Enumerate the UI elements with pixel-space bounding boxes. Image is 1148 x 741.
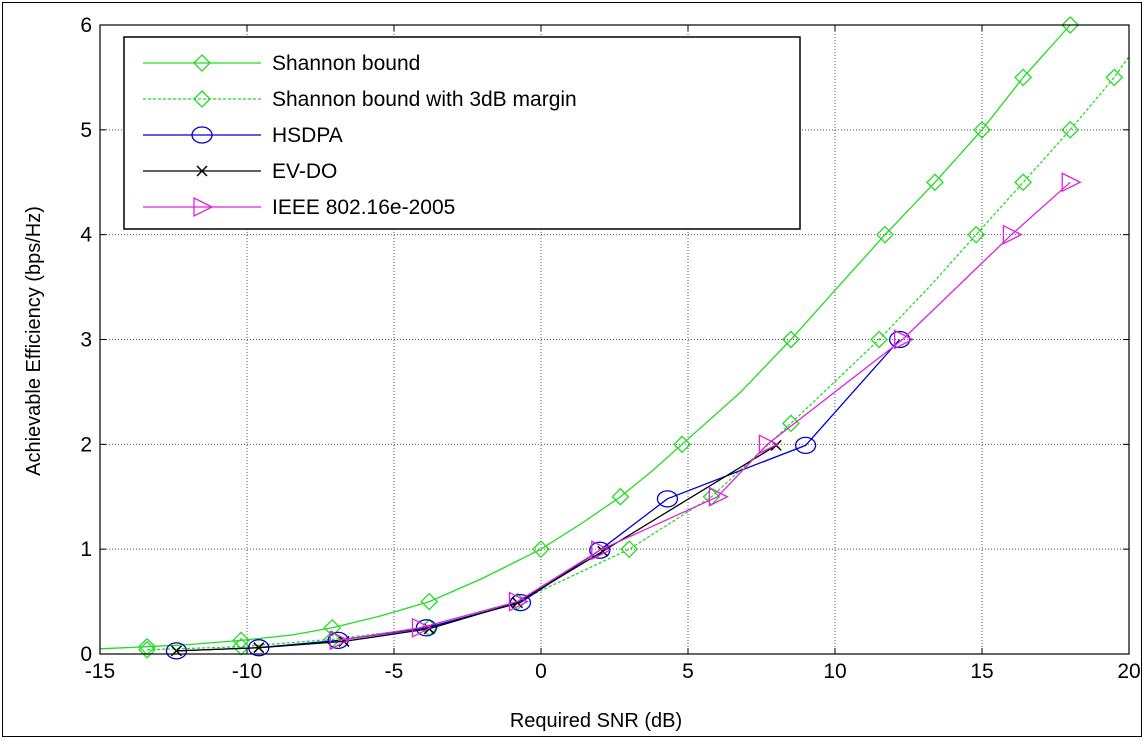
triangle-marker: [591, 540, 612, 561]
diamond-marker: [138, 637, 156, 656]
diamond-marker: [673, 435, 692, 454]
triangle-marker: [411, 617, 432, 638]
legend-entry-3: EV-DO: [143, 160, 337, 183]
y-axis-label: Achievable Efficiency (bps/Hz): [23, 206, 45, 476]
y-tick-label: 1: [80, 538, 92, 561]
legend-label: IEEE 802.16e-2005: [272, 196, 455, 219]
x-tick-label: 0: [535, 660, 547, 683]
circle-marker: [191, 126, 213, 144]
series-line: [338, 181, 1071, 642]
legend-label: Shannon bound: [272, 52, 420, 75]
diamond-marker: [1105, 68, 1124, 87]
triangle-marker: [893, 329, 915, 350]
series-3: [170, 439, 782, 657]
circle-marker: [794, 436, 817, 455]
diamond-marker: [781, 414, 800, 433]
legend-entry-4: IEEE 802.16e-2005: [143, 196, 455, 219]
diamond-marker: [870, 330, 889, 349]
y-tick-label: 2: [80, 433, 92, 456]
y-tick-label: 3: [80, 329, 92, 352]
diamond-marker: [138, 640, 156, 659]
diamond-marker: [620, 540, 639, 559]
cross-marker: [253, 642, 265, 654]
diamond-marker: [876, 225, 894, 244]
legend-label: EV-DO: [272, 160, 337, 183]
x-axis-label: Required SNR (dB): [510, 710, 682, 732]
x-tick-label: 10: [823, 660, 846, 683]
triangle-marker: [1061, 172, 1082, 193]
series-line: [146, 56, 1130, 651]
legend-label: Shannon bound with 3dB margin: [272, 88, 577, 111]
y-tick-label: 0: [80, 643, 92, 666]
x-tick-label: -5: [385, 660, 404, 683]
diamond-marker: [193, 54, 211, 72]
series-0: [99, 16, 1080, 656]
diamond-marker: [232, 637, 251, 656]
y-tick-label: 6: [80, 14, 92, 37]
x-tick-label: 15: [970, 660, 993, 683]
diamond-marker: [1061, 120, 1080, 139]
series-1: [138, 56, 1130, 659]
diamond-marker: [420, 592, 439, 611]
series-layer: [99, 16, 1130, 660]
triangle-marker: [193, 196, 214, 218]
series-4: [329, 172, 1082, 651]
triangle-marker: [329, 630, 350, 651]
diamond-marker: [1014, 68, 1033, 87]
circle-marker: [656, 490, 679, 508]
legend-entry-2: HSDPA: [143, 124, 343, 147]
diamond-marker: [973, 120, 991, 139]
series-line: [176, 444, 777, 652]
diamond-marker: [532, 540, 550, 559]
y-tick-label: 5: [80, 119, 92, 142]
x-tick-label: 20: [1117, 660, 1140, 683]
diamond-marker: [323, 618, 342, 637]
series-line: [176, 339, 901, 652]
series-line: [99, 24, 1071, 650]
circle-marker: [889, 330, 911, 349]
diamond-marker: [967, 225, 986, 244]
triangle-marker: [508, 591, 529, 612]
legend-entry-0: Shannon bound: [143, 52, 420, 75]
legend-box: [123, 36, 801, 230]
x-tick-label: -10: [232, 660, 262, 683]
diamond-marker: [611, 487, 630, 506]
diamond-marker: [1061, 16, 1080, 34]
legend-label: HSDPA: [272, 124, 343, 147]
series-2: [165, 330, 911, 660]
x-tick-label: -15: [85, 660, 115, 683]
legend: Shannon bound Shannon bound with 3dB marg…: [123, 36, 801, 230]
triangle-marker: [708, 486, 729, 507]
y-tick-label: 4: [80, 224, 92, 247]
legend-entry-1: Shannon bound with 3dB margin: [143, 88, 577, 111]
diamond-marker: [781, 330, 800, 349]
triangle-marker: [1002, 224, 1023, 245]
diamond-marker: [926, 173, 944, 192]
cross-marker: [196, 165, 208, 177]
diamond-marker: [1014, 173, 1033, 192]
diamond-marker: [193, 90, 211, 108]
circle-marker: [509, 593, 532, 612]
triangle-marker: [758, 434, 779, 455]
axes: -15 -10 -5 0 5 10 15 20 0 1 2 3 4 5 6: [80, 14, 1140, 683]
x-tick-label: 5: [682, 660, 694, 683]
